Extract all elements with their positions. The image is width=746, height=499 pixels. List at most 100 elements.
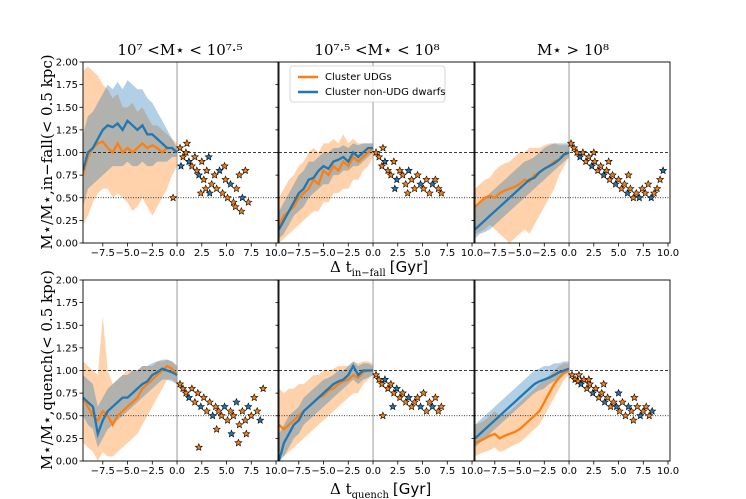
star-marker-r2c3-27 <box>645 411 654 420</box>
y-tick-label-r2c1-1: 0.00 <box>56 457 78 468</box>
star-marker-r2c1-17 <box>223 415 232 424</box>
y-tick-label-r2c1-4: 0.75 <box>56 389 78 400</box>
star-marker-r1c1-5 <box>187 161 197 170</box>
y-tick-label-r2c1-6: 1.25 <box>56 343 78 354</box>
panel-grid: −7.5 −5.0 −2.5 0.0 2.5 5.0 7.5 10.00.000.250.50… <box>56 58 679 478</box>
star-marker-r1c2-22 <box>434 184 443 193</box>
y-tick-label-r1c1-2: 0.25 <box>56 216 78 227</box>
y-tick-label-r1c1-4: 0.75 <box>56 171 78 182</box>
star-marker-r1c3-24 <box>635 193 644 202</box>
band-udg-r2c2 <box>279 361 373 457</box>
y-axis-label-bottom: M⋆/M⋆,quench(< 0.5 kpc) <box>38 270 56 470</box>
star-marker-r2c2-21 <box>431 393 440 402</box>
star-marker-r2c3-15 <box>609 397 618 406</box>
star-marker-r1c3-27 <box>644 179 653 188</box>
star-marker-r2c1-26 <box>250 393 259 402</box>
x-tick-label-r1c1-7: 7.5 <box>243 248 259 259</box>
star-marker-r2c3-31 <box>599 379 608 388</box>
star-marker-r2c3-17 <box>615 406 624 415</box>
star-marker-r1c2-23 <box>437 188 446 197</box>
x-axis-label-bottom-sub: quench <box>352 490 390 499</box>
x-tick-label-r1c1-2: −5.0 <box>115 248 139 259</box>
column-title-2: 10⁷·⁵ <M⋆ < 10⁸ <box>314 41 439 59</box>
star-marker-r1c1-32 <box>176 161 186 170</box>
star-marker-r2c2-1 <box>371 370 381 379</box>
star-marker-r2c2-9 <box>395 393 404 402</box>
star-marker-r1c2-26 <box>378 143 388 152</box>
star-marker-r1c1-29 <box>220 161 229 170</box>
star-marker-r1c2-17 <box>419 184 428 193</box>
star-marker-r1c2-24 <box>390 184 399 193</box>
x-tick-label-r1c1-6: 5.0 <box>219 248 235 259</box>
star-marker-r2c3-16 <box>612 402 621 411</box>
star-marker-r1c2-7 <box>389 157 398 166</box>
star-marker-r1c1-6 <box>190 152 200 161</box>
x-tick-label-r1c1-8: 10.0 <box>265 248 287 259</box>
x-tick-label-r1c3-4: 0.0 <box>561 248 577 259</box>
star-marker-r1c1-4 <box>184 157 193 166</box>
legend-label-nonudg: Cluster non-UDG dwarfs <box>325 87 446 98</box>
x-tick-label-r2c3-3: −2.5 <box>532 466 556 477</box>
star-marker-r2c1-1 <box>175 379 185 388</box>
star-marker-r1c1-15 <box>212 184 221 193</box>
star-marker-r2c3-8 <box>588 388 597 397</box>
star-marker-r2c3-7 <box>585 379 594 388</box>
x-tick-label-r2c3-5: 2.5 <box>586 466 602 477</box>
star-marker-r2c1-32 <box>227 429 236 438</box>
star-marker-r1c2-4 <box>380 157 389 166</box>
star-marker-r1c3-11 <box>596 161 605 170</box>
star-marker-r2c3-26 <box>642 402 651 411</box>
x-tick-label-r1c2-3: −2.5 <box>336 248 360 259</box>
star-marker-r1c2-20 <box>428 179 437 188</box>
star-marker-r1c1-9 <box>197 157 206 166</box>
star-marker-r2c1-8 <box>196 402 205 411</box>
x-tick-label-r1c2-2: −5.0 <box>311 248 335 259</box>
star-marker-r1c1-23 <box>235 170 244 179</box>
star-marker-r2c3-24 <box>636 411 645 420</box>
x-tick-label-r2c2-4: 0.0 <box>365 466 381 477</box>
star-marker-r1c1-1 <box>175 143 185 152</box>
star-marker-r2c2-8 <box>392 384 401 393</box>
star-marker-r2c2-18 <box>422 406 431 415</box>
star-marker-r2c1-3 <box>181 388 191 397</box>
star-marker-r2c3-23 <box>633 402 642 411</box>
x-tick-label-r1c1-1: −7.5 <box>91 248 115 259</box>
star-marker-r1c2-16 <box>416 179 425 188</box>
star-marker-r2c2-3 <box>377 379 387 388</box>
star-marker-r2c1-9 <box>199 393 208 402</box>
star-marker-r2c2-25 <box>378 411 388 420</box>
star-marker-r1c3-20 <box>623 188 632 197</box>
star-marker-r2c1-21 <box>235 420 244 429</box>
x-tick-label-r1c3-2: −5.0 <box>507 248 531 259</box>
star-marker-r1c1-31 <box>182 139 192 148</box>
series-line-udg-r1c1 <box>83 140 178 176</box>
star-marker-r1c1-7 <box>192 166 202 175</box>
star-marker-r1c1-25 <box>241 166 250 175</box>
x-tick-label-r1c2-6: 5.0 <box>415 248 431 259</box>
series-line-nonudg-r2c3 <box>475 367 570 440</box>
star-marker-r1c1-30 <box>231 202 240 211</box>
star-marker-r1c2-8 <box>392 175 401 184</box>
x-axis-label-top-unit: [Gyr] <box>390 258 428 276</box>
star-marker-r2c2-24 <box>388 402 398 411</box>
star-marker-r1c3-32 <box>658 166 668 175</box>
star-marker-r2c3-10 <box>594 393 603 402</box>
star-marker-r1c3-19 <box>620 179 629 188</box>
series-line-nonudg-r2c1 <box>83 367 178 439</box>
x-tick-label-r1c2-1: −7.5 <box>287 248 311 259</box>
star-marker-r1c1-26 <box>244 197 253 206</box>
column-title-1: 10⁷ <M⋆ < 10⁷·⁵ <box>117 41 242 59</box>
star-marker-r2c1-20 <box>232 397 241 406</box>
star-marker-r2c1-6 <box>190 397 200 406</box>
star-marker-r1c1-8 <box>194 170 203 179</box>
star-marker-r1c2-5 <box>383 166 393 175</box>
band-udg-r2c1 <box>83 316 177 461</box>
y-tick-label-r2c1-9: 2.00 <box>56 276 78 287</box>
x-tick-label-r1c2-8: 10.0 <box>461 248 483 259</box>
star-marker-r1c3-5 <box>578 148 588 157</box>
x-tick-label-r2c3-8: 10.0 <box>657 466 679 477</box>
star-marker-r2c1-28 <box>256 415 265 424</box>
x-tick-label-r1c3-1: −7.5 <box>483 248 507 259</box>
star-marker-r2c1-19 <box>229 411 238 420</box>
y-tick-label-r2c1-8: 1.75 <box>56 298 78 309</box>
